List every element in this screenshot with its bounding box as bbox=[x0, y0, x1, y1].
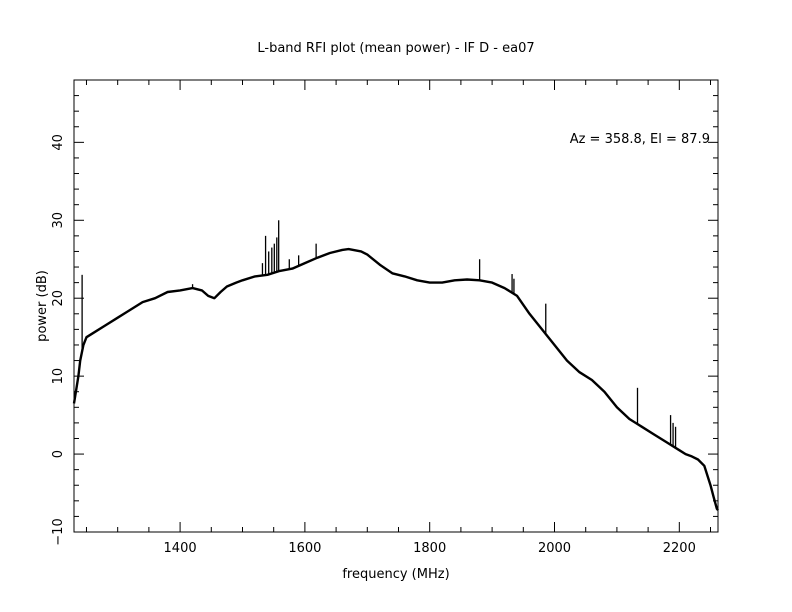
y-tick-label: 30 bbox=[51, 212, 66, 229]
x-tick-label: 1400 bbox=[164, 541, 197, 556]
x-tick-label: 1600 bbox=[288, 541, 321, 556]
x-tick-label: 2000 bbox=[538, 541, 571, 556]
series-line bbox=[72, 247, 719, 511]
y-tick-label: 10 bbox=[51, 368, 66, 385]
y-tick-label: −10 bbox=[51, 518, 66, 545]
y-tick-label: 0 bbox=[51, 450, 66, 458]
x-tick-label: 2200 bbox=[663, 541, 696, 556]
chart-annotation: Az = 358.8, El = 87.9 bbox=[570, 132, 710, 147]
chart-title: L-band RFI plot (mean power) - IF D - ea… bbox=[257, 41, 534, 56]
y-tick-label: 40 bbox=[51, 134, 66, 151]
x-axis-label: frequency (MHz) bbox=[342, 567, 449, 582]
axis-ticks bbox=[74, 79, 718, 533]
y-axis-label: power (dB) bbox=[35, 270, 50, 342]
plot-frame bbox=[73, 79, 719, 533]
y-tick-label: 20 bbox=[51, 290, 66, 307]
x-tick-label: 1800 bbox=[413, 541, 446, 556]
axis-tick-labels: 1400 1600 1800 2000 2200 −10 0 10 20 30 40 bbox=[51, 134, 696, 556]
data-layer bbox=[72, 220, 719, 511]
